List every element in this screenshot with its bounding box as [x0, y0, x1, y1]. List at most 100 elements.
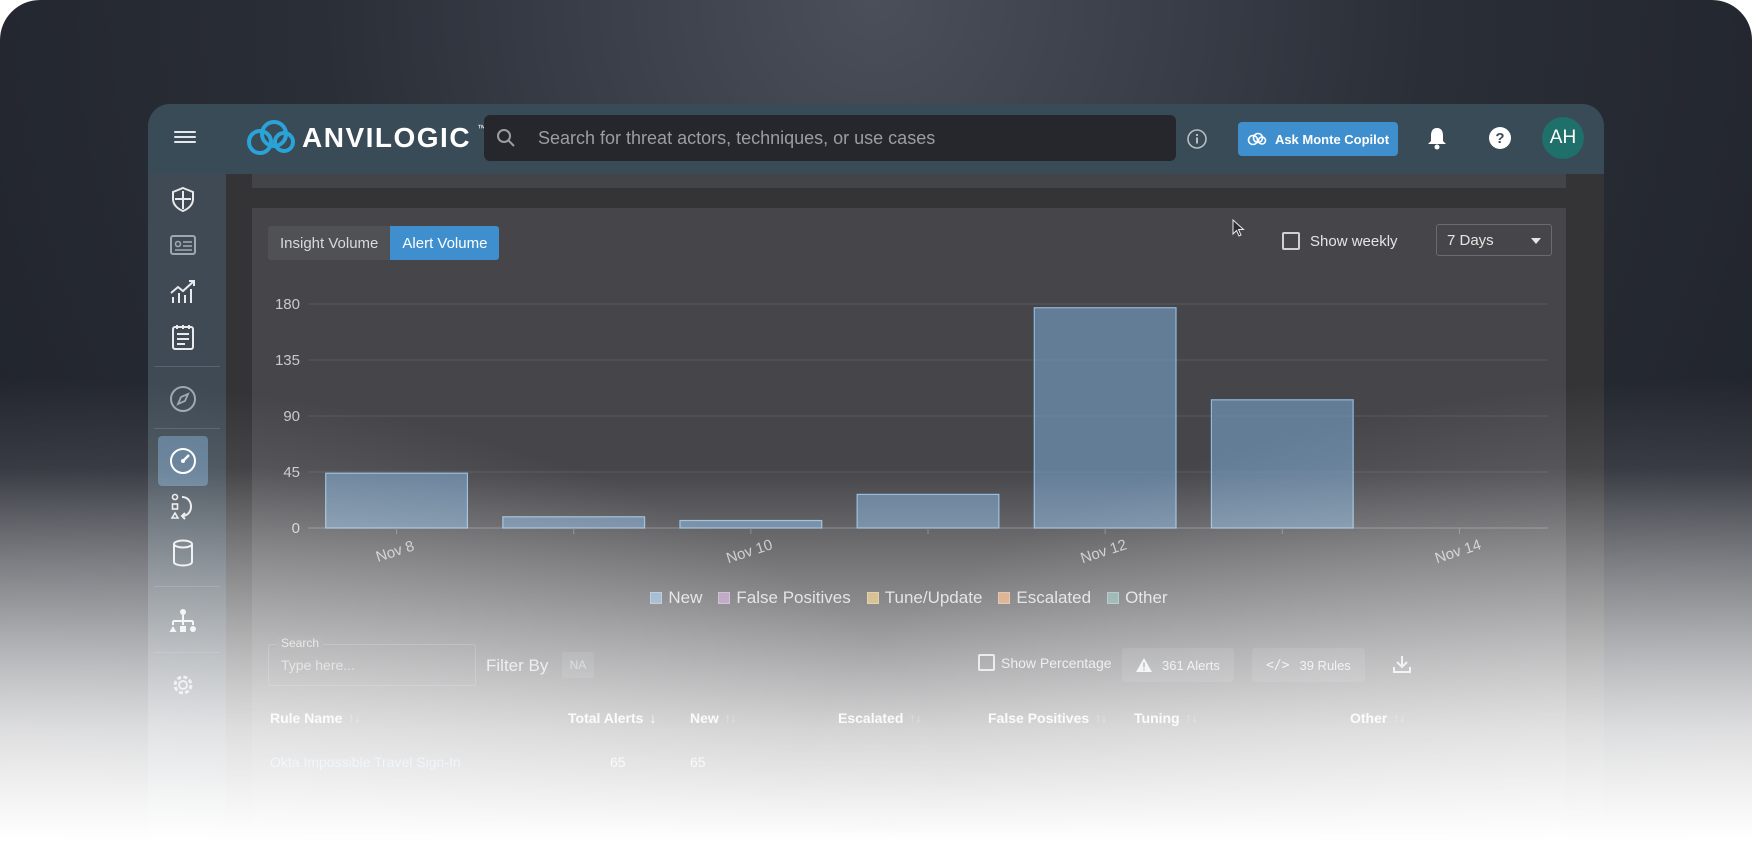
col-false-positives[interactable]: False Positives ↑↓ — [988, 710, 1107, 726]
alert-volume-chart: 0 45 90 135 180 Nov 8 Nov 10 Nov 12 Nov 14 — [275, 296, 1548, 567]
database-icon — [173, 539, 193, 567]
tab-insight-volume[interactable]: Insight Volume — [268, 226, 391, 260]
table-toolbar: Search Filter By NA Show Percentage — [252, 636, 1566, 690]
sort-icon: ↑↓ — [1393, 711, 1406, 725]
y-tick-label: 0 — [292, 520, 300, 537]
code-icon: </> — [1266, 657, 1290, 673]
legend-swatch — [718, 592, 731, 604]
main-content: Insight Volume Alert Volume Show weekly … — [226, 174, 1604, 867]
notes-icon — [172, 325, 194, 350]
show-weekly-toggle[interactable]: Show weekly — [1282, 232, 1398, 250]
sidebar-item-monitoring[interactable] — [158, 436, 208, 486]
sidebar-item-shield[interactable] — [158, 174, 208, 224]
legend-label: Escalated — [1016, 588, 1092, 607]
legend-item[interactable]: Escalated — [998, 588, 1091, 608]
previous-card-edge — [252, 174, 1566, 188]
alert-volume-card: Insight Volume Alert Volume Show weekly … — [252, 208, 1566, 867]
col-total-alerts-label: Total Alerts — [568, 710, 644, 726]
menu-icon[interactable] — [174, 128, 196, 148]
bell-icon[interactable] — [1426, 126, 1448, 150]
volume-toggle: Insight Volume Alert Volume — [268, 226, 500, 260]
col-other[interactable]: Other ↑↓ — [1350, 710, 1405, 726]
col-new[interactable]: New ↑↓ — [690, 710, 737, 726]
bar — [325, 472, 469, 529]
download-icon[interactable] — [1392, 654, 1412, 674]
sidebar-item-cards[interactable] — [158, 220, 208, 270]
table-row[interactable]: Okta Impossible Travel Sign-In 65 65 — [252, 748, 1566, 782]
rules-count: 39 Rules — [1299, 657, 1351, 673]
chart-legend: New False Positives Tune/Update Escalated Ot… — [252, 588, 1566, 608]
x-tick-label: Nov 14 — [1433, 536, 1483, 567]
filter-by-label: Filter By — [486, 656, 549, 675]
sort-icon: ↑↓ — [724, 711, 737, 725]
brand-logo[interactable]: ANVILOGIC ™ — [244, 118, 486, 158]
legend-label: Other — [1125, 588, 1168, 607]
sort-icon: ↑↓ — [348, 711, 361, 725]
sidebar-item-workflows[interactable] — [158, 482, 208, 532]
show-percentage-toggle[interactable]: Show Percentage — [978, 654, 1112, 671]
sidebar-divider — [154, 428, 220, 429]
avatar[interactable]: AH — [1542, 117, 1584, 159]
legend-label: False Positives — [736, 588, 851, 607]
sidebar-item-analytics[interactable] — [158, 266, 208, 316]
table-search[interactable]: Search — [268, 636, 476, 686]
search-input[interactable] — [528, 127, 1128, 149]
date-range-select[interactable]: 7 Days — [1436, 224, 1552, 256]
y-tick-label: 45 — [283, 464, 300, 481]
ask-monte-copilot-button[interactable]: Ask Monte Copilot — [1238, 122, 1398, 156]
show-percentage-checkbox[interactable] — [978, 654, 995, 671]
x-tick-label: Nov 10 — [724, 536, 774, 567]
legend-swatch — [998, 592, 1011, 604]
table-search-input[interactable] — [281, 657, 461, 673]
info-icon[interactable] — [1186, 128, 1208, 150]
sidebar-item-data[interactable] — [158, 528, 208, 578]
legend-item[interactable]: False Positives — [718, 588, 851, 608]
col-total-alerts[interactable]: Total Alerts ↓ — [568, 710, 656, 726]
legend-swatch — [650, 592, 663, 604]
sidebar-item-settings[interactable] — [158, 660, 208, 710]
rules-count-badge: </> 39 Rules — [1252, 648, 1365, 682]
warning-icon — [1136, 658, 1152, 672]
y-tick-label: 90 — [283, 408, 300, 425]
shield-icon — [172, 186, 194, 213]
col-escalated[interactable]: Escalated ↑↓ — [838, 710, 921, 726]
tab-alert-volume[interactable]: Alert Volume — [390, 226, 500, 260]
legend-item[interactable]: Tune/Update — [866, 588, 982, 608]
gauge-icon — [170, 448, 196, 474]
y-tick-label: 180 — [275, 296, 300, 313]
col-false-positives-label: False Positives — [988, 710, 1090, 726]
col-rule-name[interactable]: Rule Name ↑↓ — [270, 710, 360, 726]
sidebar-item-explore[interactable] — [158, 374, 208, 424]
col-new-label: New — [690, 710, 719, 726]
mouse-cursor-icon — [1232, 219, 1245, 237]
copilot-label: Ask Monte Copilot — [1274, 131, 1390, 147]
hierarchy-icon — [169, 609, 196, 632]
table-search-label: Search — [277, 636, 324, 650]
compass-icon — [170, 386, 196, 412]
legend-item[interactable]: Other — [1107, 588, 1168, 608]
alerts-count: 361 Alerts — [1162, 657, 1220, 673]
alerts-count-badge: 361 Alerts — [1122, 648, 1234, 682]
col-rule-name-label: Rule Name — [270, 710, 343, 726]
legend-swatch — [866, 592, 879, 604]
sidebar-item-hierarchy[interactable] — [158, 596, 208, 646]
sidebar-item-notes[interactable] — [158, 312, 208, 362]
legend-item[interactable]: New — [650, 588, 702, 608]
arrow-down-icon: ↓ — [649, 710, 657, 726]
new-cell: 65 — [690, 754, 706, 770]
id-card-icon — [170, 235, 196, 255]
filter-select[interactable]: NA — [562, 652, 594, 678]
legend-label: New — [668, 588, 703, 607]
legend-swatch — [1107, 592, 1120, 604]
sort-icon: ↑↓ — [1185, 711, 1198, 725]
show-weekly-checkbox[interactable] — [1282, 232, 1300, 250]
col-tuning[interactable]: Tuning ↑↓ — [1134, 710, 1198, 726]
help-icon[interactable]: ? — [1488, 126, 1512, 150]
svg-text:?: ? — [1495, 130, 1504, 147]
trending-chart-icon — [170, 280, 195, 303]
global-search[interactable] — [484, 115, 1176, 161]
x-tick-label: Nov 12 — [1079, 536, 1129, 567]
rule-name-link[interactable]: Okta Impossible Travel Sign-In — [270, 754, 461, 770]
brand-name: ANVILOGIC — [302, 122, 472, 153]
